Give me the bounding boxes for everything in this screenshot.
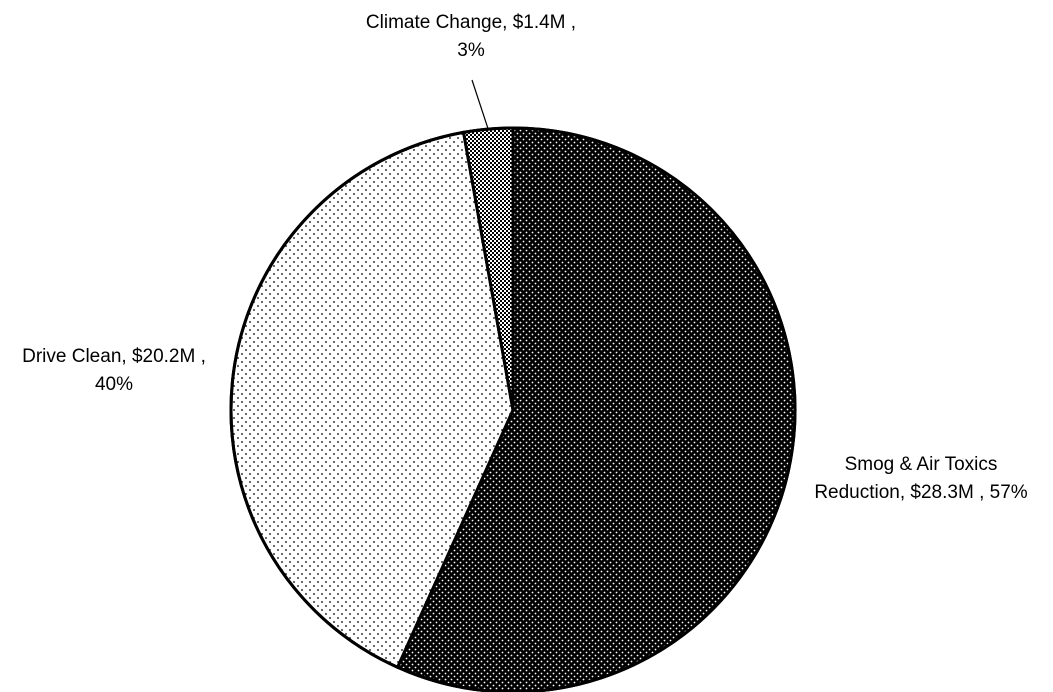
leader-lines — [471, 79, 489, 130]
data-labels: Smog & Air Toxics Reduction, $28.3M , 57%… — [22, 12, 1028, 503]
pie-outline — [229, 126, 797, 692]
leader-line — [471, 79, 489, 130]
slice-label: Reduction, $28.3M , 57% — [814, 482, 1027, 503]
slice-label: Smog & Air Toxics — [845, 454, 998, 475]
pie-slices — [229, 126, 797, 692]
slice-label: 40% — [95, 374, 133, 395]
slice-label: 3% — [457, 40, 485, 61]
slice-label: Climate Change, $1.4M , — [366, 12, 576, 33]
slice-label: Drive Clean, $20.2M , — [22, 346, 206, 367]
